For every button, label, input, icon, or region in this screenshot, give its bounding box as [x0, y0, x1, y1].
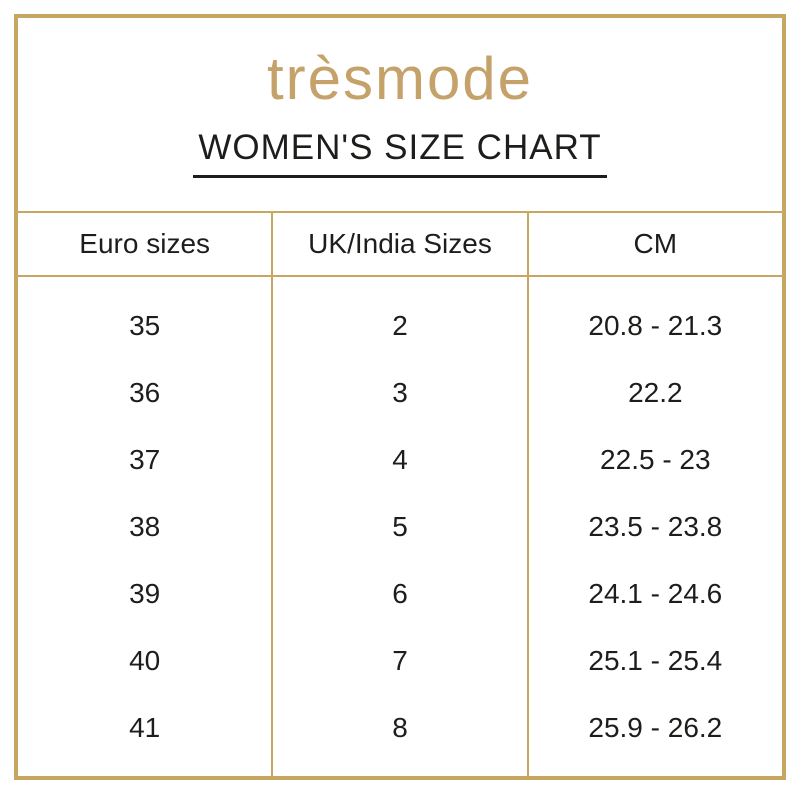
- size-table: Euro sizes 35 36 37 38 39 40 41 UK/India…: [18, 211, 782, 776]
- column-header-uk-india-sizes: UK/India Sizes: [273, 213, 527, 277]
- cell-cm-row-6: 25.9 - 26.2: [588, 711, 723, 743]
- gold-frame: trèsmode WOMEN'S SIZE CHART Euro sizes 3…: [14, 14, 786, 780]
- cell-euro-row-0: 35: [129, 309, 161, 341]
- cell-uk-row-6: 8: [392, 711, 408, 743]
- cell-euro-row-2: 37: [129, 443, 161, 475]
- cell-euro-row-1: 36: [129, 376, 161, 408]
- cell-cm-row-2: 22.5 - 23: [600, 443, 711, 475]
- cell-uk-row-4: 6: [392, 577, 408, 609]
- column-header-euro-sizes: Euro sizes: [18, 213, 272, 277]
- cell-euro-row-6: 41: [129, 711, 161, 743]
- column-body-uk-india-sizes: 2 3 4 5 6 7 8: [273, 277, 526, 776]
- cell-cm-row-4: 24.1 - 24.6: [588, 577, 723, 609]
- cell-uk-row-5: 7: [392, 644, 408, 676]
- cell-uk-row-3: 5: [392, 510, 408, 542]
- cell-euro-row-5: 40: [129, 644, 161, 676]
- cell-cm-row-0: 20.8 - 21.3: [588, 309, 723, 341]
- cell-euro-row-4: 39: [129, 577, 161, 609]
- cell-uk-row-2: 4: [392, 443, 408, 475]
- cell-uk-row-0: 2: [392, 309, 408, 341]
- column-body-euro-sizes: 35 36 37 38 39 40 41: [18, 277, 271, 776]
- column-body-cm: 20.8 - 21.3 22.2 22.5 - 23 23.5 - 23.8 2…: [529, 277, 782, 776]
- cell-uk-row-1: 3: [392, 376, 408, 408]
- column-header-cm: CM: [528, 213, 782, 277]
- page-title: WOMEN'S SIZE CHART: [193, 130, 607, 178]
- header: trèsmode WOMEN'S SIZE CHART: [18, 18, 782, 211]
- cell-cm-row-1: 22.2: [628, 376, 683, 408]
- brand-logo: trèsmode: [266, 45, 534, 112]
- cell-cm-row-3: 23.5 - 23.8: [588, 510, 723, 542]
- column-cm: CM 20.8 - 21.3 22.2 22.5 - 23 23.5 - 23.…: [528, 213, 782, 776]
- column-uk-india-sizes: UK/India Sizes 2 3 4 5 6 7 8: [273, 213, 529, 776]
- cell-euro-row-3: 38: [129, 510, 161, 542]
- column-euro-sizes: Euro sizes 35 36 37 38 39 40 41: [18, 213, 274, 776]
- cell-cm-row-5: 25.1 - 25.4: [588, 644, 723, 676]
